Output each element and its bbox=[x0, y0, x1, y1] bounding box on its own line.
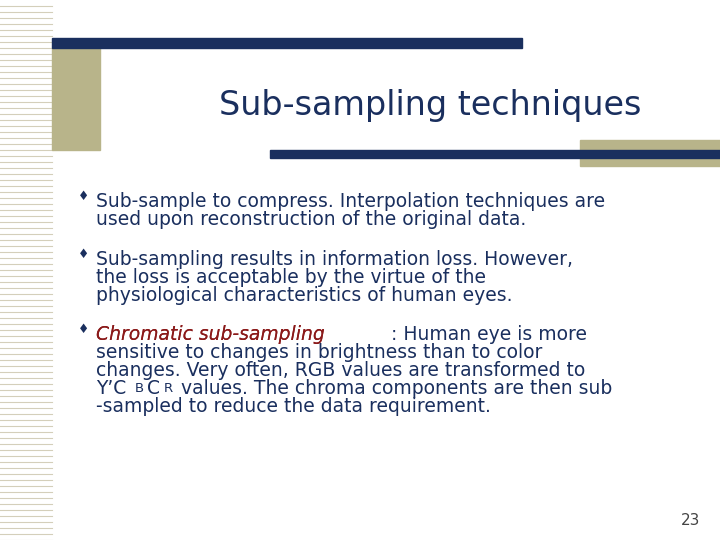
Text: 23: 23 bbox=[680, 513, 700, 528]
Text: C: C bbox=[147, 379, 160, 398]
Text: R: R bbox=[163, 382, 173, 395]
Text: ♦: ♦ bbox=[78, 190, 89, 203]
Text: Chromatic sub-sampling: Chromatic sub-sampling bbox=[96, 325, 325, 344]
Text: ♦: ♦ bbox=[78, 323, 89, 336]
Text: : Human eye is more: : Human eye is more bbox=[391, 325, 588, 344]
Bar bbox=[52, 38, 522, 48]
Text: Sub-sampling techniques: Sub-sampling techniques bbox=[219, 89, 642, 122]
Text: B: B bbox=[135, 382, 144, 395]
Text: Chromatic sub-sampling: Chromatic sub-sampling bbox=[96, 325, 325, 344]
Text: values. The chroma components are then sub: values. The chroma components are then s… bbox=[176, 379, 613, 398]
Text: Sub-sampling results in information loss. However,: Sub-sampling results in information loss… bbox=[96, 250, 573, 269]
Bar bbox=[580, 140, 720, 166]
Text: Sub-sample to compress. Interpolation techniques are: Sub-sample to compress. Interpolation te… bbox=[96, 192, 605, 211]
Text: the loss is acceptable by the virtue of the: the loss is acceptable by the virtue of … bbox=[96, 268, 486, 287]
Text: physiological characteristics of human eyes.: physiological characteristics of human e… bbox=[96, 286, 513, 305]
Text: Y’C: Y’C bbox=[96, 379, 126, 398]
Text: used upon reconstruction of the original data.: used upon reconstruction of the original… bbox=[96, 210, 526, 229]
Text: ♦: ♦ bbox=[78, 248, 89, 261]
Text: sensitive to changes in brightness than to color: sensitive to changes in brightness than … bbox=[96, 343, 542, 362]
Text: -sampled to reduce the data requirement.: -sampled to reduce the data requirement. bbox=[96, 397, 491, 416]
Text: changes. Very often, RGB values are transformed to: changes. Very often, RGB values are tran… bbox=[96, 361, 585, 380]
Bar bbox=[270, 150, 720, 158]
Bar bbox=[52, 48, 100, 150]
